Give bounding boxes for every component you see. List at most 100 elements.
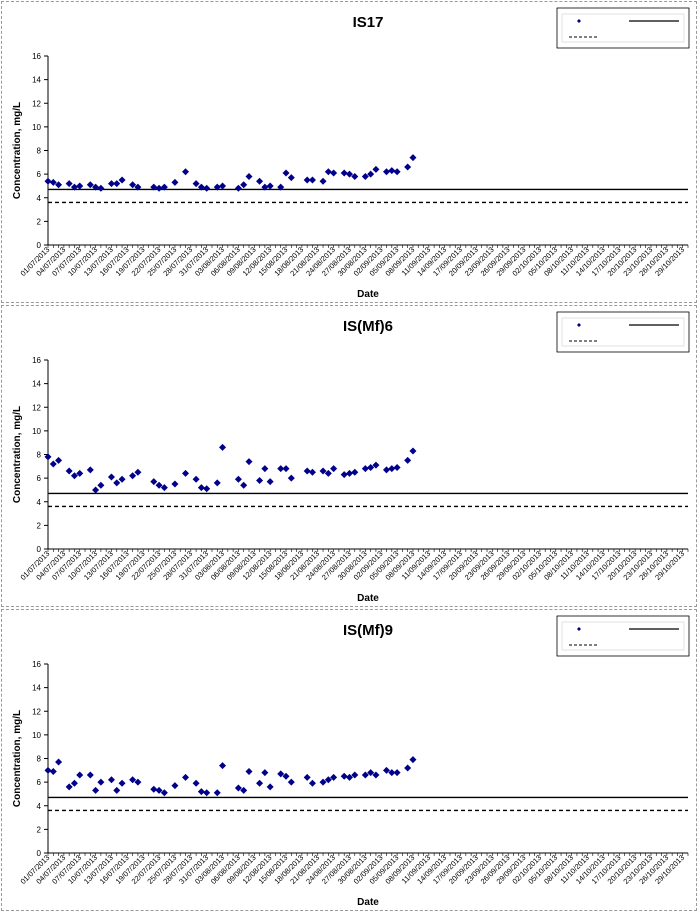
- data-point: [282, 169, 290, 177]
- data-point: [70, 183, 78, 191]
- data-point: [372, 771, 380, 779]
- data-point: [171, 480, 179, 488]
- data-point: [308, 176, 316, 184]
- y-tick-label: 8: [37, 451, 42, 460]
- y-tick-label: 4: [37, 802, 42, 811]
- data-point: [118, 176, 126, 184]
- data-point: [256, 476, 264, 484]
- data-point: [55, 758, 63, 766]
- y-tick-label: 10: [32, 427, 41, 436]
- data-point: [367, 170, 375, 178]
- data-point: [44, 453, 52, 461]
- y-axis-title: Concentration, mg/L: [12, 102, 23, 199]
- legend: [556, 311, 690, 353]
- data-point: [287, 474, 295, 482]
- y-tick-label: 10: [32, 731, 41, 740]
- data-point: [107, 180, 115, 188]
- data-point: [134, 183, 142, 191]
- data-point: [393, 168, 401, 176]
- data-point: [361, 172, 369, 180]
- data-point: [303, 176, 311, 184]
- data-point: [129, 181, 137, 189]
- data-point: [266, 783, 274, 791]
- chart-title: IS17: [353, 14, 384, 31]
- data-point: [234, 184, 242, 192]
- data-point: [86, 181, 94, 189]
- data-point: [150, 478, 158, 486]
- data-point: [213, 479, 221, 487]
- y-tick-label: 14: [32, 684, 41, 693]
- data-point: [97, 778, 105, 786]
- data-point: [372, 461, 380, 469]
- data-point: [330, 465, 338, 473]
- y-tick-label: 16: [32, 356, 41, 365]
- data-point: [182, 168, 190, 176]
- data-point: [182, 469, 190, 477]
- y-axis-title: Concentration, mg/L: [12, 406, 23, 503]
- data-point: [308, 779, 316, 787]
- data-point: [160, 484, 168, 492]
- data-point: [261, 769, 269, 777]
- data-point: [203, 485, 211, 493]
- data-point: [234, 475, 242, 483]
- data-point: [49, 178, 57, 186]
- data-point: [361, 771, 369, 779]
- legend-box: [556, 7, 690, 49]
- y-tick-label: 4: [37, 194, 42, 203]
- data-point: [287, 778, 295, 786]
- data-point: [404, 163, 412, 171]
- data-point: [409, 756, 417, 764]
- data-point: [76, 469, 84, 477]
- data-point: [393, 463, 401, 471]
- data-point: [171, 782, 179, 790]
- data-point: [113, 479, 121, 487]
- data-point: [107, 473, 115, 481]
- y-tick-label: 2: [37, 825, 42, 834]
- y-tick-label: 0: [37, 241, 42, 250]
- legend-inner-box: [561, 13, 685, 43]
- data-point: [330, 169, 338, 177]
- data-point: [277, 183, 285, 191]
- data-point: [65, 467, 73, 475]
- data-point: [324, 469, 332, 477]
- x-axis-title: Date: [357, 897, 379, 908]
- data-point: [287, 174, 295, 182]
- data-point: [160, 183, 168, 191]
- chart-panel-is17: IS17 0 2 4 6 8 10 12 14 16 01/07/2013 04/07/2013 07/…: [1, 1, 697, 303]
- chart-panel-ismf6: IS(Mf)6 0 2 4 6 8 10 12 14 16 01/07/2013 04/07/2013…: [1, 305, 697, 607]
- data-point: [197, 183, 205, 191]
- data-point: [49, 767, 57, 775]
- data-point: [134, 778, 142, 786]
- data-point: [192, 779, 200, 787]
- data-point: [261, 183, 269, 191]
- data-point: [203, 789, 211, 797]
- data-point: [383, 168, 391, 176]
- chart-ismf6: IS(Mf)6024681012141601/07/201304/07/2013…: [12, 311, 690, 604]
- legend: [556, 615, 690, 657]
- data-point: [86, 466, 94, 474]
- data-point: [345, 773, 353, 781]
- data-point: [282, 772, 290, 780]
- data-point: [155, 184, 163, 192]
- data-point: [282, 465, 290, 473]
- data-point: [76, 771, 84, 779]
- y-tick-label: 12: [32, 403, 41, 412]
- data-point: [245, 172, 253, 180]
- data-point: [240, 786, 248, 794]
- data-point: [361, 465, 369, 473]
- data-point: [150, 183, 158, 191]
- data-point: [277, 770, 285, 778]
- y-tick-label: 8: [37, 755, 42, 764]
- data-point: [155, 481, 163, 489]
- data-point: [256, 779, 264, 787]
- data-point: [197, 484, 205, 492]
- data-point: [213, 183, 221, 191]
- legend: [556, 7, 690, 49]
- data-point: [266, 478, 274, 486]
- data-point: [55, 181, 63, 189]
- data-point: [44, 766, 52, 774]
- y-tick-label: 12: [32, 707, 41, 716]
- data-point: [277, 465, 285, 473]
- data-point: [92, 786, 100, 794]
- legend-marker-data: [577, 19, 581, 23]
